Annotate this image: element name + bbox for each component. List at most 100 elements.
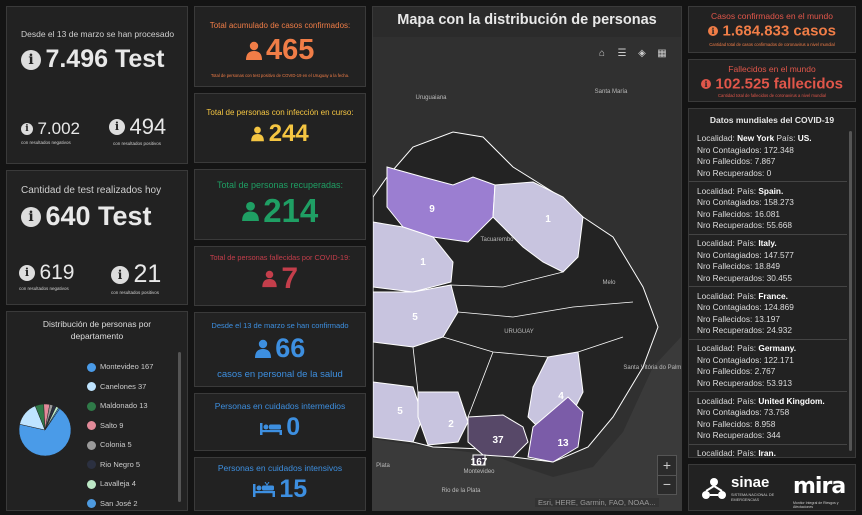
world-record-line: Nro Recuperados: 53.913: [697, 377, 793, 388]
world-record-line: Localidad: País: Spain.: [697, 185, 784, 196]
world-confirmed-panel: Casos confirmados en el mundo i 1.684.83…: [688, 6, 856, 53]
health-sub: casos en personal de la salud: [217, 369, 343, 380]
world-record[interactable]: Localidad: New York País: US. Nro Contagi…: [689, 129, 847, 182]
world-record[interactable]: Localidad: País: Spain. Nro Contagiados: …: [689, 182, 847, 235]
region-count[interactable]: 5: [397, 406, 403, 417]
recovered-row: 214: [195, 192, 365, 230]
active-label: Total de personas con infección en curso…: [206, 108, 354, 117]
legend-item[interactable]: Montevideo 167: [87, 362, 153, 372]
legend-item[interactable]: Colonia 5: [87, 440, 132, 450]
deceased-label: Total de personas fallecidas por COVID-1…: [209, 253, 351, 262]
logos-panel: sinae SISTEMA NACIONAL DE EMERGENCIAS mi…: [688, 464, 856, 511]
region-count[interactable]: 167: [471, 457, 488, 468]
world-record[interactable]: Localidad: País: Germany. Nro Contagiados…: [689, 339, 847, 392]
info-icon: i: [21, 123, 33, 135]
legend-label: Colonia: [100, 440, 128, 449]
info-icon: i: [700, 78, 711, 89]
today-positive-row: i 21 con resultados positivos: [111, 260, 161, 295]
health-row: 66: [195, 333, 365, 364]
positive-value: 494: [129, 114, 167, 139]
legend-value: 5: [135, 459, 141, 469]
deceased-value: 7: [281, 262, 299, 295]
place-label: Melo: [602, 280, 616, 286]
pie-slice[interactable]: [18, 408, 72, 457]
world-record[interactable]: Localidad: País: France. Nro Contagiados:…: [689, 287, 847, 340]
intensive-label: Personas en cuidados intensivos: [217, 463, 343, 473]
world-record[interactable]: Localidad: País: Italy. Nro Contagiados: …: [689, 234, 847, 287]
basemap-icon[interactable]: ▦: [657, 48, 667, 59]
legend-swatch: [87, 421, 96, 431]
legend-label: Maldonado: [100, 401, 140, 410]
health-label: Desde el 13 de marzo se han confirmado: [211, 321, 349, 330]
pie-slice[interactable]: [44, 407, 61, 431]
region-count[interactable]: 1: [545, 214, 551, 225]
mira-logo: mira: [793, 474, 846, 499]
world-record[interactable]: Localidad: País: Iran.Nro Contagiados: N…: [689, 444, 847, 457]
map-canvas[interactable]: 9 1 1 5 4 5 2 37 13 167 Uruguaiana Santa María Tacu…: [373, 37, 681, 511]
distribution-panel: Distribución de personas por departament…: [6, 311, 188, 511]
world-list-scrollbar[interactable]: [849, 131, 852, 451]
person-icon: [245, 41, 262, 60]
legend-value: 5: [127, 440, 132, 449]
legend-item[interactable]: San José 2: [87, 499, 138, 509]
legend-label: Lavalleja: [100, 479, 132, 488]
world-list-panel: Datos mundiales del COVID-19 Localidad: …: [688, 108, 856, 458]
processed-value: 7.496 Test: [45, 45, 165, 73]
legend-label: San José: [100, 498, 134, 508]
legend-label: Rio Negro: [100, 459, 136, 469]
world-confirmed-label: Casos confirmados en el mundo: [711, 11, 833, 21]
legend-item[interactable]: Rio Negro 5: [87, 460, 140, 470]
distribution-pie[interactable]: [17, 402, 73, 458]
recovered-panel: Total de personas recuperadas: 214: [194, 169, 366, 240]
home-icon[interactable]: ⌂: [598, 48, 606, 59]
region-count[interactable]: 37: [492, 435, 504, 446]
region-count[interactable]: 5: [412, 312, 418, 323]
legend-item[interactable]: Canelones 37: [87, 382, 146, 392]
world-record-line: Nro Fallecidos: 7.867: [697, 156, 776, 166]
region-rionegro: [373, 284, 459, 348]
world-record-line: Nro Contagiados: 158.273: [697, 197, 794, 207]
world-confirmed-value: 1.684.833 casos: [722, 22, 836, 40]
legend-item[interactable]: Salto 9: [87, 421, 123, 431]
info-icon: i: [21, 49, 41, 70]
intermediate-value: 0: [286, 413, 301, 441]
world-record-line: Nro Recuperados: 24.932: [697, 325, 793, 335]
legend-scrollbar[interactable]: [178, 352, 181, 502]
world-list-title: Datos mundiales del COVID-19: [709, 115, 835, 125]
zoom-out-button[interactable]: −: [662, 476, 672, 492]
world-confirmed-note: Cantidad total de casos confirmados de c…: [709, 42, 835, 47]
legend-item[interactable]: Lavalleja 4: [87, 479, 136, 489]
negative-row: i 7.002 con resultados negativos: [21, 119, 80, 145]
info-icon: i: [21, 206, 41, 227]
zoom-in-button[interactable]: +: [658, 456, 676, 476]
list-icon[interactable]: ☰: [617, 48, 627, 59]
place-label: Uruguaiana: [415, 95, 447, 101]
place-label: Santa María: [595, 89, 628, 95]
region-count[interactable]: 13: [557, 438, 569, 449]
world-records-list[interactable]: Localidad: New York País: US. Nro Contagi…: [689, 129, 847, 457]
world-record-line: Nro Contagiados: 147.577: [697, 249, 794, 260]
confirmed-row: 465: [195, 34, 365, 67]
today-negative-value: 619: [39, 261, 75, 284]
person-icon: [241, 201, 259, 221]
bed-icon: [259, 422, 282, 435]
region-count[interactable]: 4: [558, 391, 564, 402]
world-deaths-label: Fallecidos en el mundo: [728, 64, 816, 74]
place-label: Tacuarembó: [480, 237, 514, 243]
legend-value: 9: [119, 420, 124, 430]
today-negative-label: con resultados negativos: [19, 286, 69, 291]
world-record[interactable]: Localidad: País: United Kingdom. Nro Cont…: [689, 392, 847, 445]
active-value: 244: [268, 120, 309, 147]
world-record-line: Nro Contagiados: 122.171: [697, 354, 794, 365]
region-count[interactable]: 1: [420, 257, 426, 268]
layers-icon[interactable]: ◈: [638, 48, 646, 59]
positive-row: i 494 con resultados positivos: [109, 114, 166, 146]
legend-item[interactable]: Maldonado 13: [87, 401, 148, 411]
place-label: Montevideo: [463, 469, 495, 475]
region-count[interactable]: 9: [429, 204, 435, 215]
legend-swatch: [87, 401, 96, 411]
region-count[interactable]: 2: [448, 419, 454, 430]
active-panel: Total de personas con infección en curso…: [194, 93, 366, 163]
legend-swatch: [87, 479, 96, 489]
info-icon: i: [708, 25, 719, 36]
